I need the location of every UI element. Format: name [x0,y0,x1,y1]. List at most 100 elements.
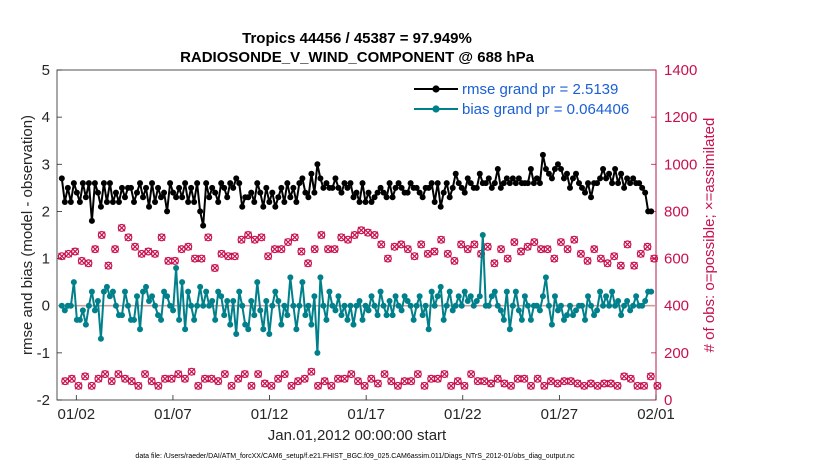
rmse-point [233,175,240,182]
obs-assimilated-marker [224,252,232,260]
bias-point [140,288,147,295]
rmse-point [254,180,261,187]
obs-assimilated-marker [653,382,662,390]
bias-point [443,302,450,309]
rmse-point [64,184,71,191]
obs-assimilated-marker [587,379,595,388]
obs-assimilated-stroke [61,377,69,385]
rmse-point [263,184,270,191]
obs-assimilated-marker [590,245,598,253]
obs-assimilated-stroke [583,257,592,265]
obs-assimilated-stroke [161,375,169,383]
obs-possible-marker [606,379,615,388]
obs-assimilated-stroke [237,235,246,244]
obs-possible-marker [417,240,426,249]
rmse-point [293,199,300,205]
bias-point [536,307,543,314]
obs-possible-marker [131,242,140,251]
obs-assimilated-stroke [397,240,405,249]
bias-point [266,331,273,337]
bias-point [209,298,216,304]
rmse-point [164,208,171,215]
bias-point [594,307,601,314]
obs-possible-marker [546,377,555,386]
y2-tick-label: 1200 [664,109,697,126]
bias-point [112,302,119,309]
obs-assimilated-stroke [88,382,96,390]
bias-point [470,302,477,309]
obs-possible-marker [194,381,203,390]
obs-possible-marker [240,370,249,379]
obs-possible-marker [570,235,579,244]
bias-point [554,307,561,314]
obs-assimilated-marker [251,235,259,244]
obs-assimilated-marker [497,245,505,253]
obs-assimilated-stroke [264,252,272,260]
bias-point [494,302,501,309]
obs-assimilated-marker [577,250,585,258]
bias-point [326,288,333,295]
obs-assimilated-marker [174,370,183,378]
bias-point [437,283,444,290]
bias-point [431,302,438,309]
obs-assimilated-stroke [500,379,509,388]
obs-assimilated-marker [553,379,562,388]
obs-possible-marker [430,247,439,256]
y2-tick-label: 200 [664,345,689,362]
rmse-point [585,180,592,187]
plot-area [56,69,657,401]
obs-assimilated-stroke [78,257,86,265]
rmse-point [449,184,456,191]
rmse-point [636,180,643,187]
bias-point [503,288,510,295]
obs-possible-marker [377,240,386,249]
rmse-point [374,189,381,196]
bias-point [91,307,98,314]
bias-point [600,302,607,309]
bias-point [434,293,441,300]
obs-possible-marker [646,372,655,381]
rmse-point [356,199,363,205]
obs-assimilated-marker [637,250,645,258]
obs-assimilated-marker [420,382,429,390]
rmse-point [215,199,222,205]
obs-possible-marker [507,381,516,390]
obs-assimilated-marker [151,250,159,258]
obs-assimilated-stroke [114,370,123,378]
obs-possible-marker [533,374,542,383]
rmse-point [206,194,213,201]
obs-assimilated-marker [104,261,113,270]
rmse-point [452,170,459,177]
obs-assimilated-stroke [607,379,615,388]
rmse-point [329,184,336,191]
bias-point [371,302,378,309]
obs-assimilated-marker [304,259,312,268]
obs-assimilated-marker [600,379,608,388]
obs-possible-marker [573,379,582,388]
bias-point [161,288,168,295]
obs-assimilated-stroke [364,228,372,237]
obs-possible-marker [234,374,243,383]
rmse-point [194,180,201,187]
rmse-point [624,175,631,182]
bias-point [551,293,558,300]
bias-point [278,321,285,328]
bias-point [185,288,192,295]
obs-possible-marker [337,233,346,242]
obs-assimilated-stroke [444,250,452,258]
bias-point [341,302,348,309]
obs-assimilated-marker [337,233,346,242]
obs-assimilated-marker [364,228,372,237]
obs-assimilated-stroke [274,375,282,383]
obs-assimilated-stroke [467,370,475,378]
bias-point [398,307,405,314]
obs-assimilated-marker [467,370,475,378]
obs-possible-marker [590,245,599,254]
bias-point [118,312,125,319]
rmse-point [539,151,546,158]
bias-point [606,302,613,309]
obs-possible-marker [144,247,153,256]
bias-point [365,307,372,314]
bias-point [377,288,384,295]
obs-assimilated-stroke [454,377,462,385]
